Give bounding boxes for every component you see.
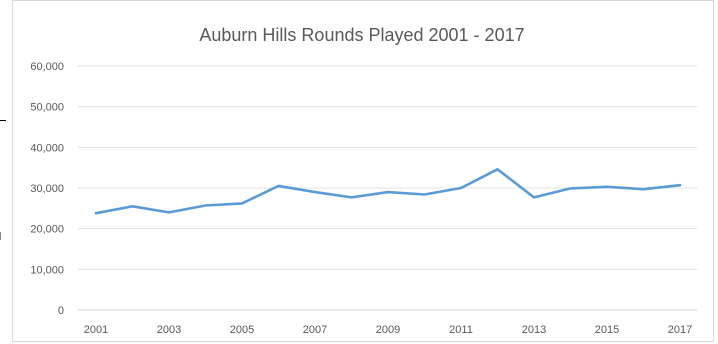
x-axis-tick-labels: 2001 2003 2005 2007 2009 2011 2013 2015 2017 [84, 324, 692, 336]
x-tick-label: 2001 [84, 324, 108, 336]
y-tick-label: 50,000 [30, 102, 64, 114]
y-tick-label: 0 [58, 305, 64, 317]
x-tick-label: 2005 [230, 324, 254, 336]
edge-mark [0, 232, 4, 240]
series-line [94, 167, 682, 215]
y-tick-label: 10,000 [30, 264, 64, 276]
x-tick-label: 2011 [449, 324, 473, 336]
x-tick-label: 2015 [595, 324, 619, 336]
y-axis-tick-labels: 0 10,000 20,000 30,000 40,000 50,000 60,000 [30, 61, 64, 317]
y-tick-label: 60,000 [30, 61, 64, 73]
y-tick-label: 30,000 [30, 183, 64, 195]
x-tick-label: 2017 [668, 324, 692, 336]
x-tick-label: 2009 [376, 324, 400, 336]
y-tick-label: 20,000 [30, 224, 64, 236]
x-tick-label: 2003 [157, 324, 181, 336]
x-tick-label: 2013 [522, 324, 546, 336]
series-layer [94, 167, 682, 215]
chart-title: Auburn Hills Rounds Played 2001 - 2017 [199, 25, 524, 45]
chart-frame [12, 0, 714, 342]
y-tick-label: 40,000 [30, 142, 64, 154]
x-tick-label: 2007 [303, 324, 327, 336]
edge-mark [0, 120, 6, 121]
